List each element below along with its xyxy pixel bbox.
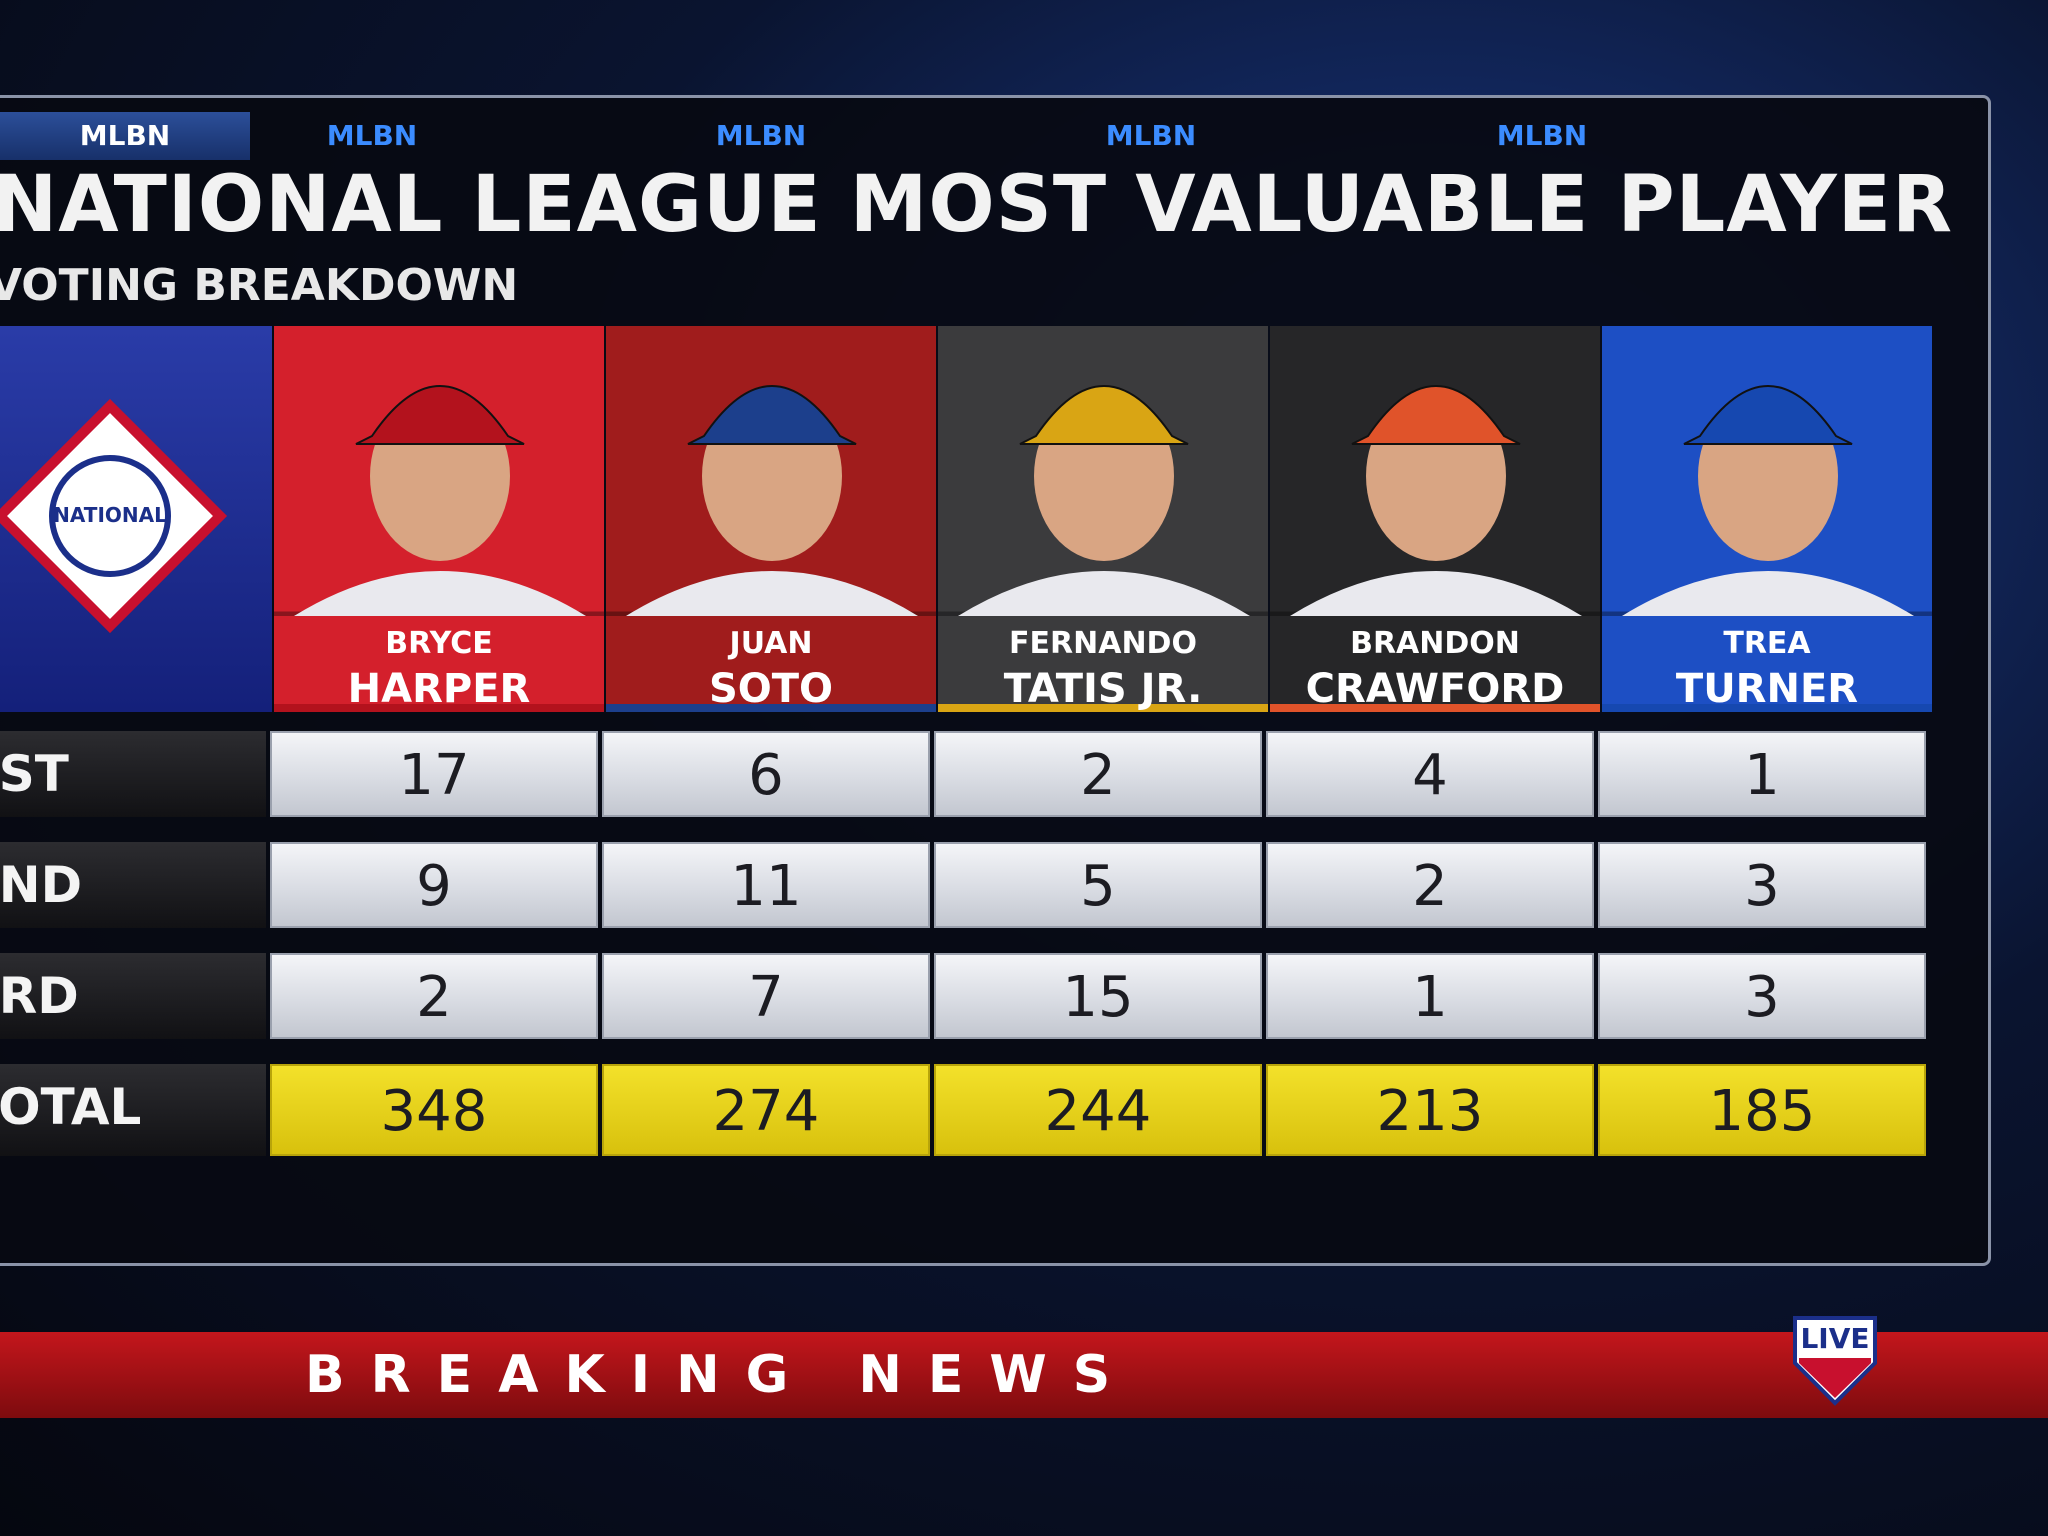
player-photo <box>1290 385 1582 616</box>
live-text: LIVE <box>1800 1322 1869 1355</box>
tab: MLBN <box>715 119 807 152</box>
tab: MLBN <box>1105 119 1197 152</box>
first-name: FERNANDO <box>1009 626 1197 661</box>
live-badge: LIVE <box>1793 1316 1877 1406</box>
last-name: TURNER <box>1675 666 1859 712</box>
last-name: CRAWFORD <box>1305 666 1565 712</box>
ticker-text: BREAKING NEWS <box>305 1345 1137 1405</box>
first-name: BRYCE <box>385 626 493 661</box>
vote-cell: 4 <box>1266 731 1594 817</box>
vote-cell: 2 <box>270 953 598 1039</box>
row-label: TOTAL <box>0 1064 266 1156</box>
player-panel: JUAN SOTO <box>606 326 936 712</box>
first-name: TREA <box>1723 626 1811 661</box>
name-band <box>274 616 604 712</box>
row-label-text: TOTAL <box>0 1078 142 1136</box>
player-photo <box>958 385 1250 616</box>
row-label-text: 1ST <box>0 745 69 803</box>
ticker-band <box>0 1332 2048 1418</box>
vote-cell: 348 <box>270 1064 598 1156</box>
vote-cell: 2 <box>1266 842 1594 928</box>
last-name: HARPER <box>347 666 531 712</box>
vote-cell: 1 <box>1598 731 1926 817</box>
tab: MLBN <box>326 119 418 152</box>
vote-cell: 7 <box>602 953 930 1039</box>
player-photo <box>626 385 918 616</box>
vote-cell: 2 <box>934 731 1262 817</box>
last-name: TATIS JR. <box>1003 666 1203 712</box>
name-band <box>938 616 1268 712</box>
name-band <box>1270 616 1600 712</box>
vote-cell: 17 <box>270 731 598 817</box>
vote-cell: 185 <box>1598 1064 1926 1156</box>
logo-text: NATIONAL <box>53 503 167 527</box>
subtitle: VOTING BREAKDOWN <box>0 260 519 311</box>
tab: MLBN <box>1496 119 1588 152</box>
vote-cell: 3 <box>1598 953 1926 1039</box>
row-label-text: 2ND <box>0 856 83 914</box>
player-photo <box>294 385 586 616</box>
first-name: JUAN <box>729 626 813 661</box>
player-panel: BRANDON CRAWFORD <box>1270 326 1600 712</box>
first-name: BRANDON <box>1350 626 1520 661</box>
vote-cell: 274 <box>602 1064 930 1156</box>
league-logo: NATIONAL <box>0 398 228 634</box>
vote-cell: 1 <box>1266 953 1594 1039</box>
name-band <box>1602 616 1932 712</box>
tab: MLBN <box>0 112 250 160</box>
player-photo <box>1622 385 1914 616</box>
player-panel: FERNANDO TATIS JR. <box>938 326 1268 712</box>
row-label: 2ND <box>0 842 266 928</box>
row-label: 1ST <box>0 731 266 817</box>
vote-cell: 5 <box>934 842 1262 928</box>
title: NATIONAL LEAGUE MOST VALUABLE PLAYER <box>0 160 1954 250</box>
vote-cell: 244 <box>934 1064 1262 1156</box>
name-band <box>606 616 936 712</box>
player-panel: TREA TURNER <box>1602 326 1932 712</box>
vote-cell: 3 <box>1598 842 1926 928</box>
vote-cell: 9 <box>270 842 598 928</box>
vote-cell: 6 <box>602 731 930 817</box>
player-panel: BRYCE HARPER <box>274 326 604 712</box>
vote-cell: 15 <box>934 953 1262 1039</box>
vote-cell: 11 <box>602 842 930 928</box>
vote-cell: 213 <box>1266 1064 1594 1156</box>
row-label-text: 3RD <box>0 967 79 1025</box>
row-label: 3RD <box>0 953 266 1039</box>
league-logo-panel: NATIONAL <box>0 326 272 712</box>
last-name: SOTO <box>708 666 834 712</box>
